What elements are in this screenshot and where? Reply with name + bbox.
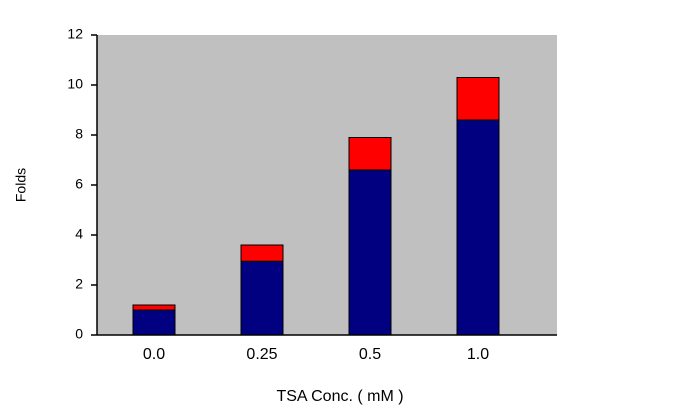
y-tick-label: 4 bbox=[75, 226, 83, 242]
x-tick-label: 0.25 bbox=[246, 346, 277, 363]
bar-segment bbox=[348, 137, 392, 171]
y-tick-label: 10 bbox=[67, 76, 83, 92]
x-axis-label: TSA Conc. ( mM ) bbox=[276, 388, 403, 405]
y-tick-label: 8 bbox=[75, 126, 83, 142]
x-tick-label: 1.0 bbox=[467, 346, 489, 363]
y-tick-label: 0 bbox=[75, 326, 83, 342]
bar-segment bbox=[132, 309, 176, 336]
y-tick-label: 12 bbox=[67, 26, 83, 42]
y-tick-label: 6 bbox=[75, 176, 83, 192]
bar-segment bbox=[240, 260, 284, 336]
x-tick-label: 0.5 bbox=[359, 346, 381, 363]
bar-segment bbox=[240, 244, 284, 262]
y-axis-label: Folds bbox=[13, 168, 29, 202]
bar-segment bbox=[132, 304, 176, 311]
y-tick-label: 2 bbox=[75, 276, 83, 292]
bar-segment bbox=[348, 169, 392, 336]
bar-segment bbox=[456, 119, 500, 336]
bar-segment bbox=[456, 77, 500, 121]
x-tick-label: 0.0 bbox=[143, 346, 165, 363]
